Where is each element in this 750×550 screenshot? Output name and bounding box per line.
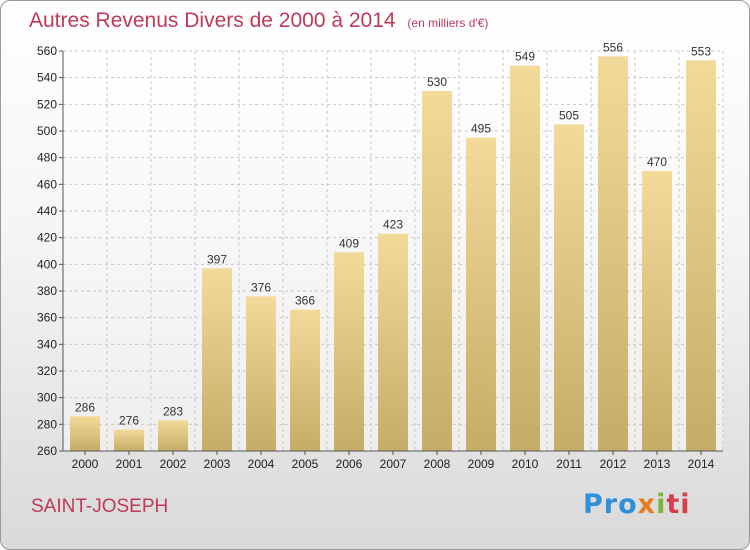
- x-tick-label: 2006: [336, 457, 363, 471]
- x-tick-label: 2013: [644, 457, 671, 471]
- x-tick-label: 2001: [116, 457, 143, 471]
- value-label-2009: 495: [471, 122, 491, 136]
- value-label-2003: 397: [207, 252, 227, 266]
- x-tick-label: 2000: [72, 457, 99, 471]
- y-tick-label: 280: [37, 417, 57, 431]
- value-label-2006: 409: [339, 236, 359, 250]
- logo-part-1: Pro: [583, 489, 638, 520]
- bar-2004: [246, 296, 276, 451]
- value-label-2012: 556: [603, 40, 623, 54]
- x-tick-label: 2014: [688, 457, 715, 471]
- value-label-2004: 376: [251, 280, 271, 294]
- y-tick-label: 260: [37, 444, 57, 458]
- bar-2006: [334, 252, 364, 451]
- y-tick-label: 340: [37, 337, 57, 351]
- bar-2009: [466, 137, 496, 451]
- y-tick-label: 400: [37, 257, 57, 271]
- y-tick-label: 500: [37, 124, 57, 138]
- bar-2011: [554, 124, 584, 451]
- bars: 286 276 283 397 376 366 409 423 530 495 549 505 556 4…: [70, 40, 716, 452]
- value-label-2007: 423: [383, 218, 403, 232]
- logo-part-4: ti: [666, 489, 691, 520]
- y-tick-label: 440: [37, 204, 57, 218]
- bar-2013: [642, 171, 672, 451]
- x-tick-label: 2004: [248, 457, 275, 471]
- x-tick-label: 2002: [160, 457, 187, 471]
- x-tick-label: 2005: [292, 457, 319, 471]
- title-text: Autres Revenus Divers de 2000 à 2014: [29, 9, 396, 32]
- value-label-2010: 549: [515, 50, 535, 64]
- x-tick-label: 2012: [600, 457, 627, 471]
- bar-2000: [70, 416, 100, 451]
- bar-2002: [158, 420, 188, 451]
- axes: 260 280 300 320 340 360 380 400 420 440 460 480 500 5…: [37, 44, 723, 471]
- value-label-2005: 366: [295, 294, 315, 308]
- chart-title: Autres Revenus Divers de 2000 à 2014 (en…: [29, 9, 488, 33]
- y-tick-label: 520: [37, 97, 57, 111]
- y-tick-label: 360: [37, 311, 57, 325]
- bar-2003: [202, 268, 232, 451]
- proxiti-logo: Proxiti: [583, 489, 691, 520]
- value-label-2001: 276: [119, 414, 139, 428]
- logo-part-2: x: [637, 489, 657, 520]
- bar-2008: [422, 91, 452, 451]
- y-tick-label: 460: [37, 177, 57, 191]
- y-tick-label: 420: [37, 231, 57, 245]
- x-tick-label: 2010: [512, 457, 539, 471]
- x-tick-label: 2007: [380, 457, 407, 471]
- bar-2005: [290, 309, 320, 451]
- x-tick-label: 2011: [556, 457, 582, 471]
- x-tick-label: 2003: [204, 457, 231, 471]
- x-tick-label: 2008: [424, 457, 451, 471]
- y-tick-label: 480: [37, 151, 57, 165]
- bar-2010: [510, 65, 540, 452]
- y-tick-label: 380: [37, 284, 57, 298]
- y-tick-label: 560: [37, 44, 57, 58]
- title-unit: (en milliers d'€): [407, 16, 489, 30]
- x-tick-label: 2009: [468, 457, 495, 471]
- bar-2007: [378, 233, 408, 451]
- value-label-2008: 530: [427, 75, 447, 89]
- value-label-2013: 470: [647, 155, 667, 169]
- value-label-2011: 505: [559, 108, 579, 122]
- value-label-2002: 283: [163, 404, 183, 418]
- logo-part-3: i: [656, 489, 667, 520]
- bar-2014: [686, 60, 716, 451]
- bar-2012: [598, 56, 628, 451]
- value-label-2000: 286: [75, 400, 95, 414]
- y-tick-label: 320: [37, 364, 57, 378]
- y-tick-label: 540: [37, 71, 57, 85]
- y-tick-label: 300: [37, 391, 57, 405]
- place-name: SAINT-JOSEPH: [31, 496, 169, 517]
- bar-2001: [114, 429, 144, 451]
- value-label-2014: 553: [691, 44, 711, 58]
